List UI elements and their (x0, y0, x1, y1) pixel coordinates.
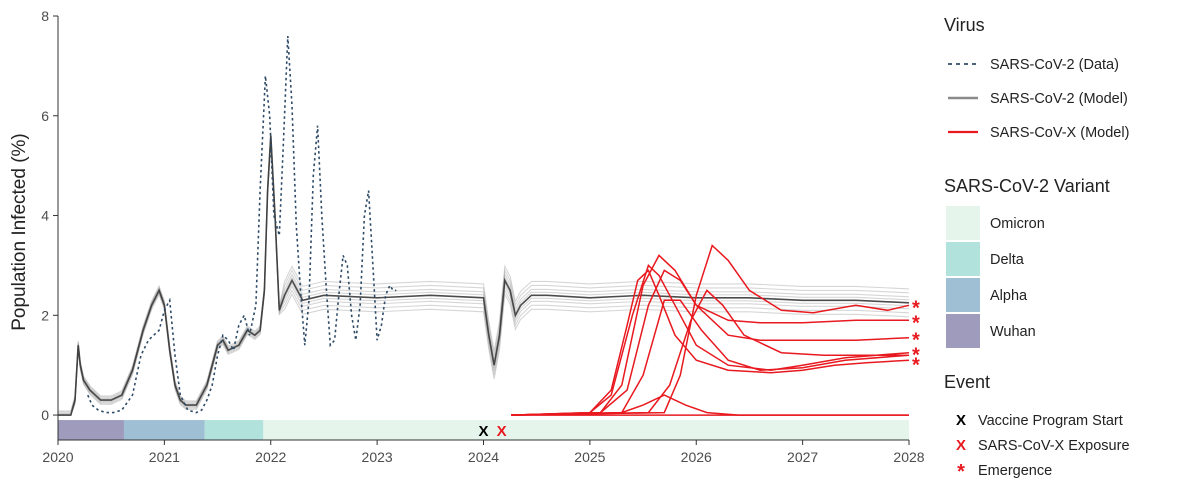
legend-label-event: SARS-CoV-X Exposure (978, 438, 1130, 454)
model-ensemble-run (58, 135, 910, 416)
model-x-run (511, 264, 910, 416)
model-ensemble-run (58, 139, 910, 416)
model-ensemble-run (58, 136, 910, 416)
legend-swatch-variant (946, 242, 980, 276)
x-tick-label: 2020 (42, 449, 73, 465)
legend-label-virus: SARS-CoV-2 (Model) (990, 91, 1128, 107)
event-marker: X (478, 423, 488, 440)
legend-symbol-event: X (956, 412, 966, 429)
model-line-sars-cov-2 (58, 135, 910, 416)
legend-swatch-variant (946, 314, 980, 348)
model-x-run (511, 254, 910, 416)
emergence-marker: * (912, 297, 920, 319)
legend-label-event: Emergence (978, 463, 1052, 479)
data-line-sars-cov-2 (87, 35, 397, 414)
model-x-run (511, 244, 910, 416)
variant-band-wuhan (58, 420, 124, 440)
x-tick-label: 2025 (574, 449, 605, 465)
x-tick-label: 2023 (362, 449, 393, 465)
y-tick-label: 0 (41, 407, 49, 423)
y-tick-label: 4 (41, 208, 49, 224)
plot-area: X X***** (58, 35, 920, 440)
emergence-marker: * (912, 355, 920, 377)
x-tick-label: 2027 (787, 449, 818, 465)
legend-title-virus: Virus (944, 15, 985, 35)
model-x-run (511, 289, 909, 416)
legend-label-variant: Alpha (990, 288, 1028, 304)
model-x-run (511, 269, 909, 416)
event-marker: X (497, 423, 507, 440)
emergence-marker: * (912, 345, 920, 367)
model-ensemble-run (58, 137, 910, 416)
x-tick-label: 2022 (255, 449, 286, 465)
legend-title-event: Event (944, 372, 990, 392)
model-x-run (511, 269, 910, 416)
y-tick-label: 2 (41, 307, 49, 323)
x-tick-label: 2024 (468, 449, 499, 465)
variant-band-alpha (123, 420, 205, 440)
legend-label-variant: Wuhan (990, 324, 1036, 340)
emergence-marker: * (912, 330, 920, 352)
legend: Virus SARS-CoV-2 (Data) SARS-CoV-2 (Model)… (944, 15, 1130, 483)
legend-label-variant: Delta (990, 252, 1025, 268)
legend-symbol-event: X (956, 437, 966, 454)
axes: 0 2 4 6 8 2020 2021 2022 2023 2024 2025 2026 2027 202… (41, 8, 925, 465)
legend-label-variant: Omicron (990, 216, 1045, 232)
legend-label-virus: SARS-CoV-2 (Data) (990, 57, 1119, 73)
variant-band-omicron (263, 420, 910, 440)
variant-band-delta (204, 420, 264, 440)
model-ensemble-run (58, 132, 910, 413)
model-x-run (511, 394, 909, 416)
y-tick-label: 8 (41, 8, 49, 24)
x-tick-label: 2021 (149, 449, 180, 465)
legend-swatch-variant (946, 278, 980, 312)
x-tick-label: 2028 (893, 449, 924, 465)
legend-swatch-variant (946, 206, 980, 240)
model-x-run (511, 299, 910, 416)
model-ensemble-run (58, 138, 910, 416)
y-tick-label: 6 (41, 108, 49, 124)
legend-title-variant: SARS-CoV-2 Variant (944, 176, 1110, 196)
legend-label-event: Vaccine Program Start (978, 413, 1123, 429)
emergence-marker: * (912, 312, 920, 334)
legend-label-virus: SARS-CoV-X (Model) (990, 125, 1129, 141)
legend-symbol-event: * (957, 461, 965, 483)
y-axis-title: Population Infected (%) (9, 133, 30, 331)
x-tick-label: 2026 (681, 449, 712, 465)
